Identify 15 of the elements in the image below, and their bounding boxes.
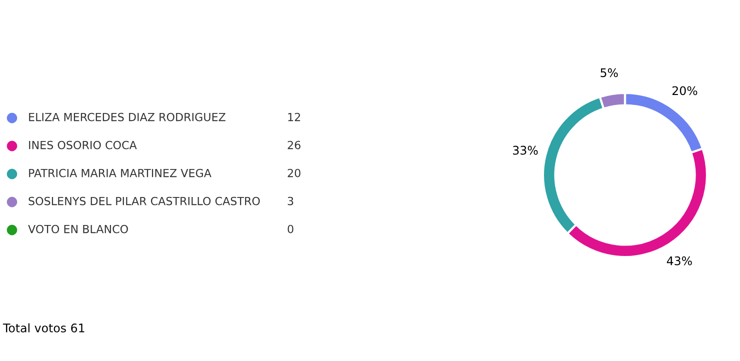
text: 0 <box>288 224 294 234</box>
legend-label: PATRICIA MARIA MARTINEZ VEGA <box>29 168 212 178</box>
text: Total votos 61 <box>2 323 84 332</box>
data-label: 43% <box>666 256 692 266</box>
text: 20 <box>288 168 300 178</box>
text: 12 <box>288 112 300 122</box>
data-label: 33% <box>513 146 538 155</box>
legend-label: INES OSORIO COCA <box>29 140 137 150</box>
text: 3 <box>288 196 294 206</box>
legend-label: ELIZA MERCEDES DIAZ RODRIGUEZ <box>29 112 226 122</box>
data-label: 20% <box>672 86 698 96</box>
text: 26 <box>288 140 300 150</box>
data-label: 5% <box>600 68 618 78</box>
legend-label: VOTO EN BLANCO <box>28 224 128 234</box>
legend-label: SOSLENYS DEL PILAR CASTRILLO CASTRO <box>28 196 260 206</box>
